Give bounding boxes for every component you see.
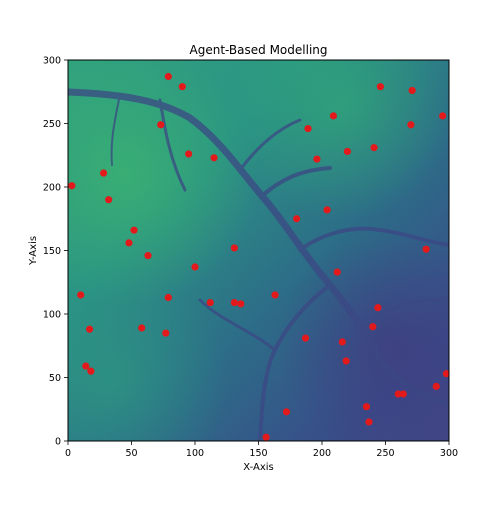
agent-point — [374, 304, 382, 312]
agent-point — [376, 83, 385, 91]
x-tick-label: 0 — [65, 448, 71, 459]
agent-point — [304, 124, 312, 133]
agent-point — [230, 298, 238, 307]
chart-title: Agent-Based Modelling — [190, 43, 328, 57]
x-tick-label: 50 — [125, 448, 137, 459]
y-tick-label: 0 — [55, 437, 61, 448]
scatter-points — [68, 72, 449, 441]
agent-point — [271, 291, 279, 299]
agent-point — [77, 291, 85, 299]
agent-point — [68, 182, 76, 190]
agent-point — [365, 418, 373, 426]
agent-point — [293, 215, 301, 223]
agent-point — [85, 325, 94, 333]
agent-point — [343, 147, 351, 156]
agent-point — [87, 367, 95, 375]
agent-point — [432, 382, 440, 390]
y-tick-label: 300 — [43, 56, 61, 67]
agent-point — [399, 390, 407, 398]
terrain-heatmap — [68, 60, 449, 441]
y-tick-label: 200 — [43, 183, 61, 194]
agent-point — [178, 83, 186, 91]
agent-point — [210, 154, 218, 162]
agent-point — [125, 239, 133, 247]
y-tick-label: 250 — [43, 119, 61, 130]
agent-point — [230, 244, 238, 252]
agent-point — [329, 112, 338, 120]
y-axis-label: Y-Axis — [28, 236, 39, 266]
agent-point — [237, 300, 245, 308]
agent-point — [185, 150, 193, 158]
agent-point — [323, 206, 331, 214]
agent-point — [407, 121, 415, 129]
x-tick-label: 200 — [313, 448, 331, 459]
agent-point — [144, 251, 152, 260]
agent-point — [422, 245, 430, 253]
agent-point — [333, 268, 341, 276]
agent-point — [191, 263, 199, 271]
agent-point — [262, 433, 270, 441]
agent-point — [442, 370, 449, 378]
agent-point — [82, 362, 90, 370]
agent-point — [130, 226, 138, 234]
agent-point — [342, 357, 350, 365]
agent-point — [362, 403, 371, 411]
x-tick-label: 150 — [249, 448, 267, 459]
agent-point — [164, 72, 172, 81]
agent-point — [157, 121, 165, 129]
agent-point — [369, 323, 377, 331]
axis-ticks: 0 50 100 150 200 250 300 0 50 100 150 200 250 300 — [43, 56, 458, 460]
x-tick-label: 100 — [186, 448, 204, 459]
x-axis-label: X-Axis — [243, 462, 274, 473]
x-tick-label: 250 — [376, 448, 394, 459]
agent-point — [338, 338, 346, 346]
y-tick-label: 100 — [43, 310, 61, 321]
agent-point — [282, 408, 291, 416]
agent-point — [105, 196, 113, 204]
agent-point — [164, 293, 172, 302]
agent-point — [301, 334, 310, 342]
plot-frame — [67, 59, 450, 442]
agent-point — [138, 324, 146, 332]
agent-point — [394, 390, 402, 398]
agent-point — [162, 329, 170, 337]
agent-point — [370, 144, 378, 152]
agent-point — [206, 298, 214, 307]
y-tick-label: 50 — [49, 373, 61, 384]
agent-point — [408, 86, 416, 95]
y-tick-label: 150 — [43, 246, 61, 257]
agent-point — [99, 169, 108, 177]
agent-point — [313, 155, 321, 163]
x-tick-label: 300 — [440, 448, 458, 459]
agent-point — [439, 112, 447, 120]
